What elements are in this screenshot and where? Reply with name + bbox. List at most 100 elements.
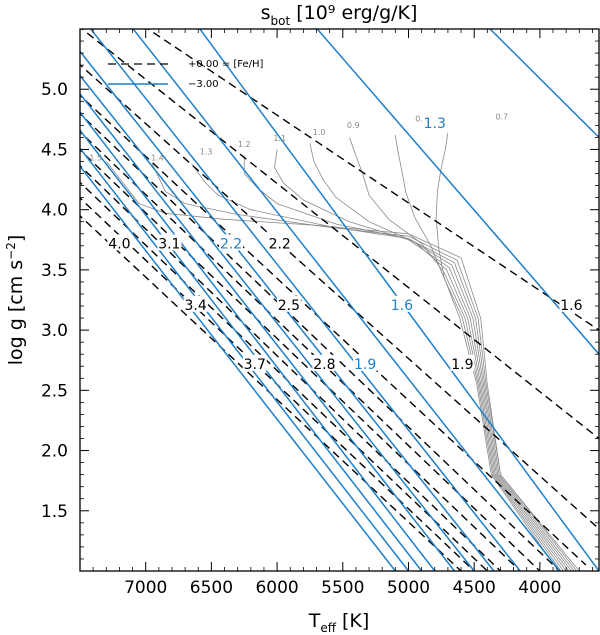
track-label: 0.7 xyxy=(495,112,508,121)
isentrope-label: 1.6 xyxy=(560,298,582,314)
metal-poor-isentrope-11 xyxy=(316,29,599,355)
solar-isentrope-3 xyxy=(80,181,488,571)
track-label: 0.8 xyxy=(415,115,428,124)
isentrope-label-bg xyxy=(219,234,244,251)
track-label: 1.4 xyxy=(151,153,164,162)
x-tick-label: 4000 xyxy=(518,578,561,598)
isentrope-label-bg xyxy=(450,354,475,371)
track-mass-1.0 xyxy=(309,143,567,571)
chart-title: sbot [10⁹ erg/g/K] xyxy=(261,2,418,28)
isentrope-label: 3.4 xyxy=(184,298,206,314)
isentrope-label: 1.9 xyxy=(354,357,376,373)
x-tick-label: 5000 xyxy=(387,578,430,598)
isentrope-label: 3.1 xyxy=(158,236,180,252)
isentrope-label-bg xyxy=(242,354,267,371)
isentrope-label-bg xyxy=(183,295,208,312)
y-tick-label: 4.0 xyxy=(41,201,68,221)
y-axis-ticks: 1.5 2.0 2.5 3.0 3.5 4.0 4.5 5.0 xyxy=(41,40,599,560)
track-label: 1.5 xyxy=(89,153,102,162)
legend: +0.00 = [Fe/H] −3.00 xyxy=(108,59,264,90)
isentrope-label-bg xyxy=(107,234,132,251)
x-axis-title-sub: eff xyxy=(320,621,336,635)
y-tick-label: 2.0 xyxy=(41,442,68,462)
solar-isentrope-10 xyxy=(80,29,599,440)
y-axis-title-sup: −2 xyxy=(4,242,18,260)
isentrope-label: 1.3 xyxy=(424,116,446,132)
y-axis-title-main: log g [cm s xyxy=(5,260,27,365)
track-mass-1.1 xyxy=(274,149,570,571)
isentrope-label-bg xyxy=(353,354,378,371)
chart-title-main: s xyxy=(261,2,271,24)
metal-poor-isentrope-2 xyxy=(80,147,410,571)
isentrope-label-bg xyxy=(422,113,447,130)
isentrope-label-bg xyxy=(389,295,414,312)
track-mass-0.7 xyxy=(435,132,559,571)
isentrope-label: 1.9 xyxy=(451,357,473,373)
metal-poor-isentrope-12 xyxy=(489,29,599,138)
metal-poor-isentrope-3 xyxy=(80,129,423,571)
track-label: 1.3 xyxy=(200,147,213,156)
x-axis-title-rest: [K] xyxy=(336,610,369,632)
isentrope-label-bg xyxy=(267,234,292,251)
solar-isentrope-9 xyxy=(80,63,599,530)
isentrope-label-bg xyxy=(559,295,584,312)
x-axis-title: Teff [K] xyxy=(308,610,370,635)
track-mass-1.2 xyxy=(243,155,572,571)
solar-isentrope-11 xyxy=(146,29,599,331)
isentrope-label: 2.5 xyxy=(278,298,300,314)
isentrope-label-bg xyxy=(157,234,182,251)
isentrope-label: 2.8 xyxy=(313,357,335,373)
metal-poor-isentropes xyxy=(80,29,599,571)
evolution-tracks xyxy=(105,132,580,571)
solar-isentrope-2 xyxy=(80,197,475,571)
track-label: 1.2 xyxy=(238,140,251,149)
solar-isentrope-4 xyxy=(80,164,501,571)
x-tick-label: 5500 xyxy=(321,578,364,598)
track-label: 0.9 xyxy=(347,121,360,130)
y-axis-title-rest: ] xyxy=(5,235,27,242)
y-tick-label: 3.5 xyxy=(41,261,68,281)
x-axis-ticks: 7000 6500 6000 5500 5000 4500 4000 xyxy=(92,29,593,598)
isentrope-label-bg xyxy=(312,354,337,371)
track-label: 1.0 xyxy=(313,128,326,137)
x-tick-label: 7000 xyxy=(124,578,167,598)
solar-isentrope-7 xyxy=(80,112,561,571)
y-tick-label: 4.5 xyxy=(41,140,68,160)
legend-label-solar: +0.00 = [Fe/H] xyxy=(188,59,264,70)
y-tick-label: 2.5 xyxy=(41,381,68,401)
isentrope-label-bg xyxy=(276,295,301,312)
isentrope-label: 2.2 xyxy=(269,236,291,252)
chart-title-rest: [10⁹ erg/g/K] xyxy=(290,2,417,24)
isentrope-label: 2.2 xyxy=(220,236,242,252)
metal-poor-isentrope-6 xyxy=(80,74,475,571)
metal-poor-isentrope-4 xyxy=(80,111,436,571)
x-tick-label: 4500 xyxy=(453,578,496,598)
track-mass-labels: 1.5 1.4 1.3 1.2 1.1 1.0 0.9 0.8 0.7 xyxy=(89,112,508,162)
solar-isentrope-6 xyxy=(80,130,541,571)
solar-isentrope-1 xyxy=(80,214,462,571)
y-tick-label: 1.5 xyxy=(41,502,68,522)
plot-frame xyxy=(79,28,600,572)
chart-title-sub: bot xyxy=(270,14,290,28)
x-tick-label: 6000 xyxy=(255,578,298,598)
isentrope-label: 1.6 xyxy=(391,298,413,314)
plot-area: 1.5 1.4 1.3 1.2 1.1 1.0 0.9 0.8 0.7 4.0 3.1 2.2 2.2… xyxy=(80,29,599,571)
y-tick-label: 5.0 xyxy=(41,80,68,100)
track-label: 1.1 xyxy=(273,134,286,143)
x-axis-title-main: T xyxy=(308,610,321,632)
metal-poor-isentrope-8 xyxy=(89,29,521,571)
isentrope-label: 3.7 xyxy=(244,357,266,373)
y-axis-title: log g [cm s−2] xyxy=(4,235,27,366)
isentrope-label: 4.0 xyxy=(108,236,130,252)
solar-metallicity-isentropes xyxy=(80,29,599,571)
metal-poor-isentrope-1 xyxy=(80,165,396,571)
metal-poor-isentrope-10 xyxy=(198,29,599,571)
x-tick-label: 6500 xyxy=(190,578,233,598)
solar-isentrope-8 xyxy=(80,94,587,566)
metal-poor-isentrope-5 xyxy=(80,92,456,571)
legend-label-metal-poor: −3.00 xyxy=(188,79,219,90)
isentrope-labels: 4.0 3.1 2.2 2.2 3.4 2.5 1.6 1.6 3.7 2.8 1.9 1.9 1.3 xyxy=(107,113,584,373)
y-tick-label: 3.0 xyxy=(41,321,68,341)
